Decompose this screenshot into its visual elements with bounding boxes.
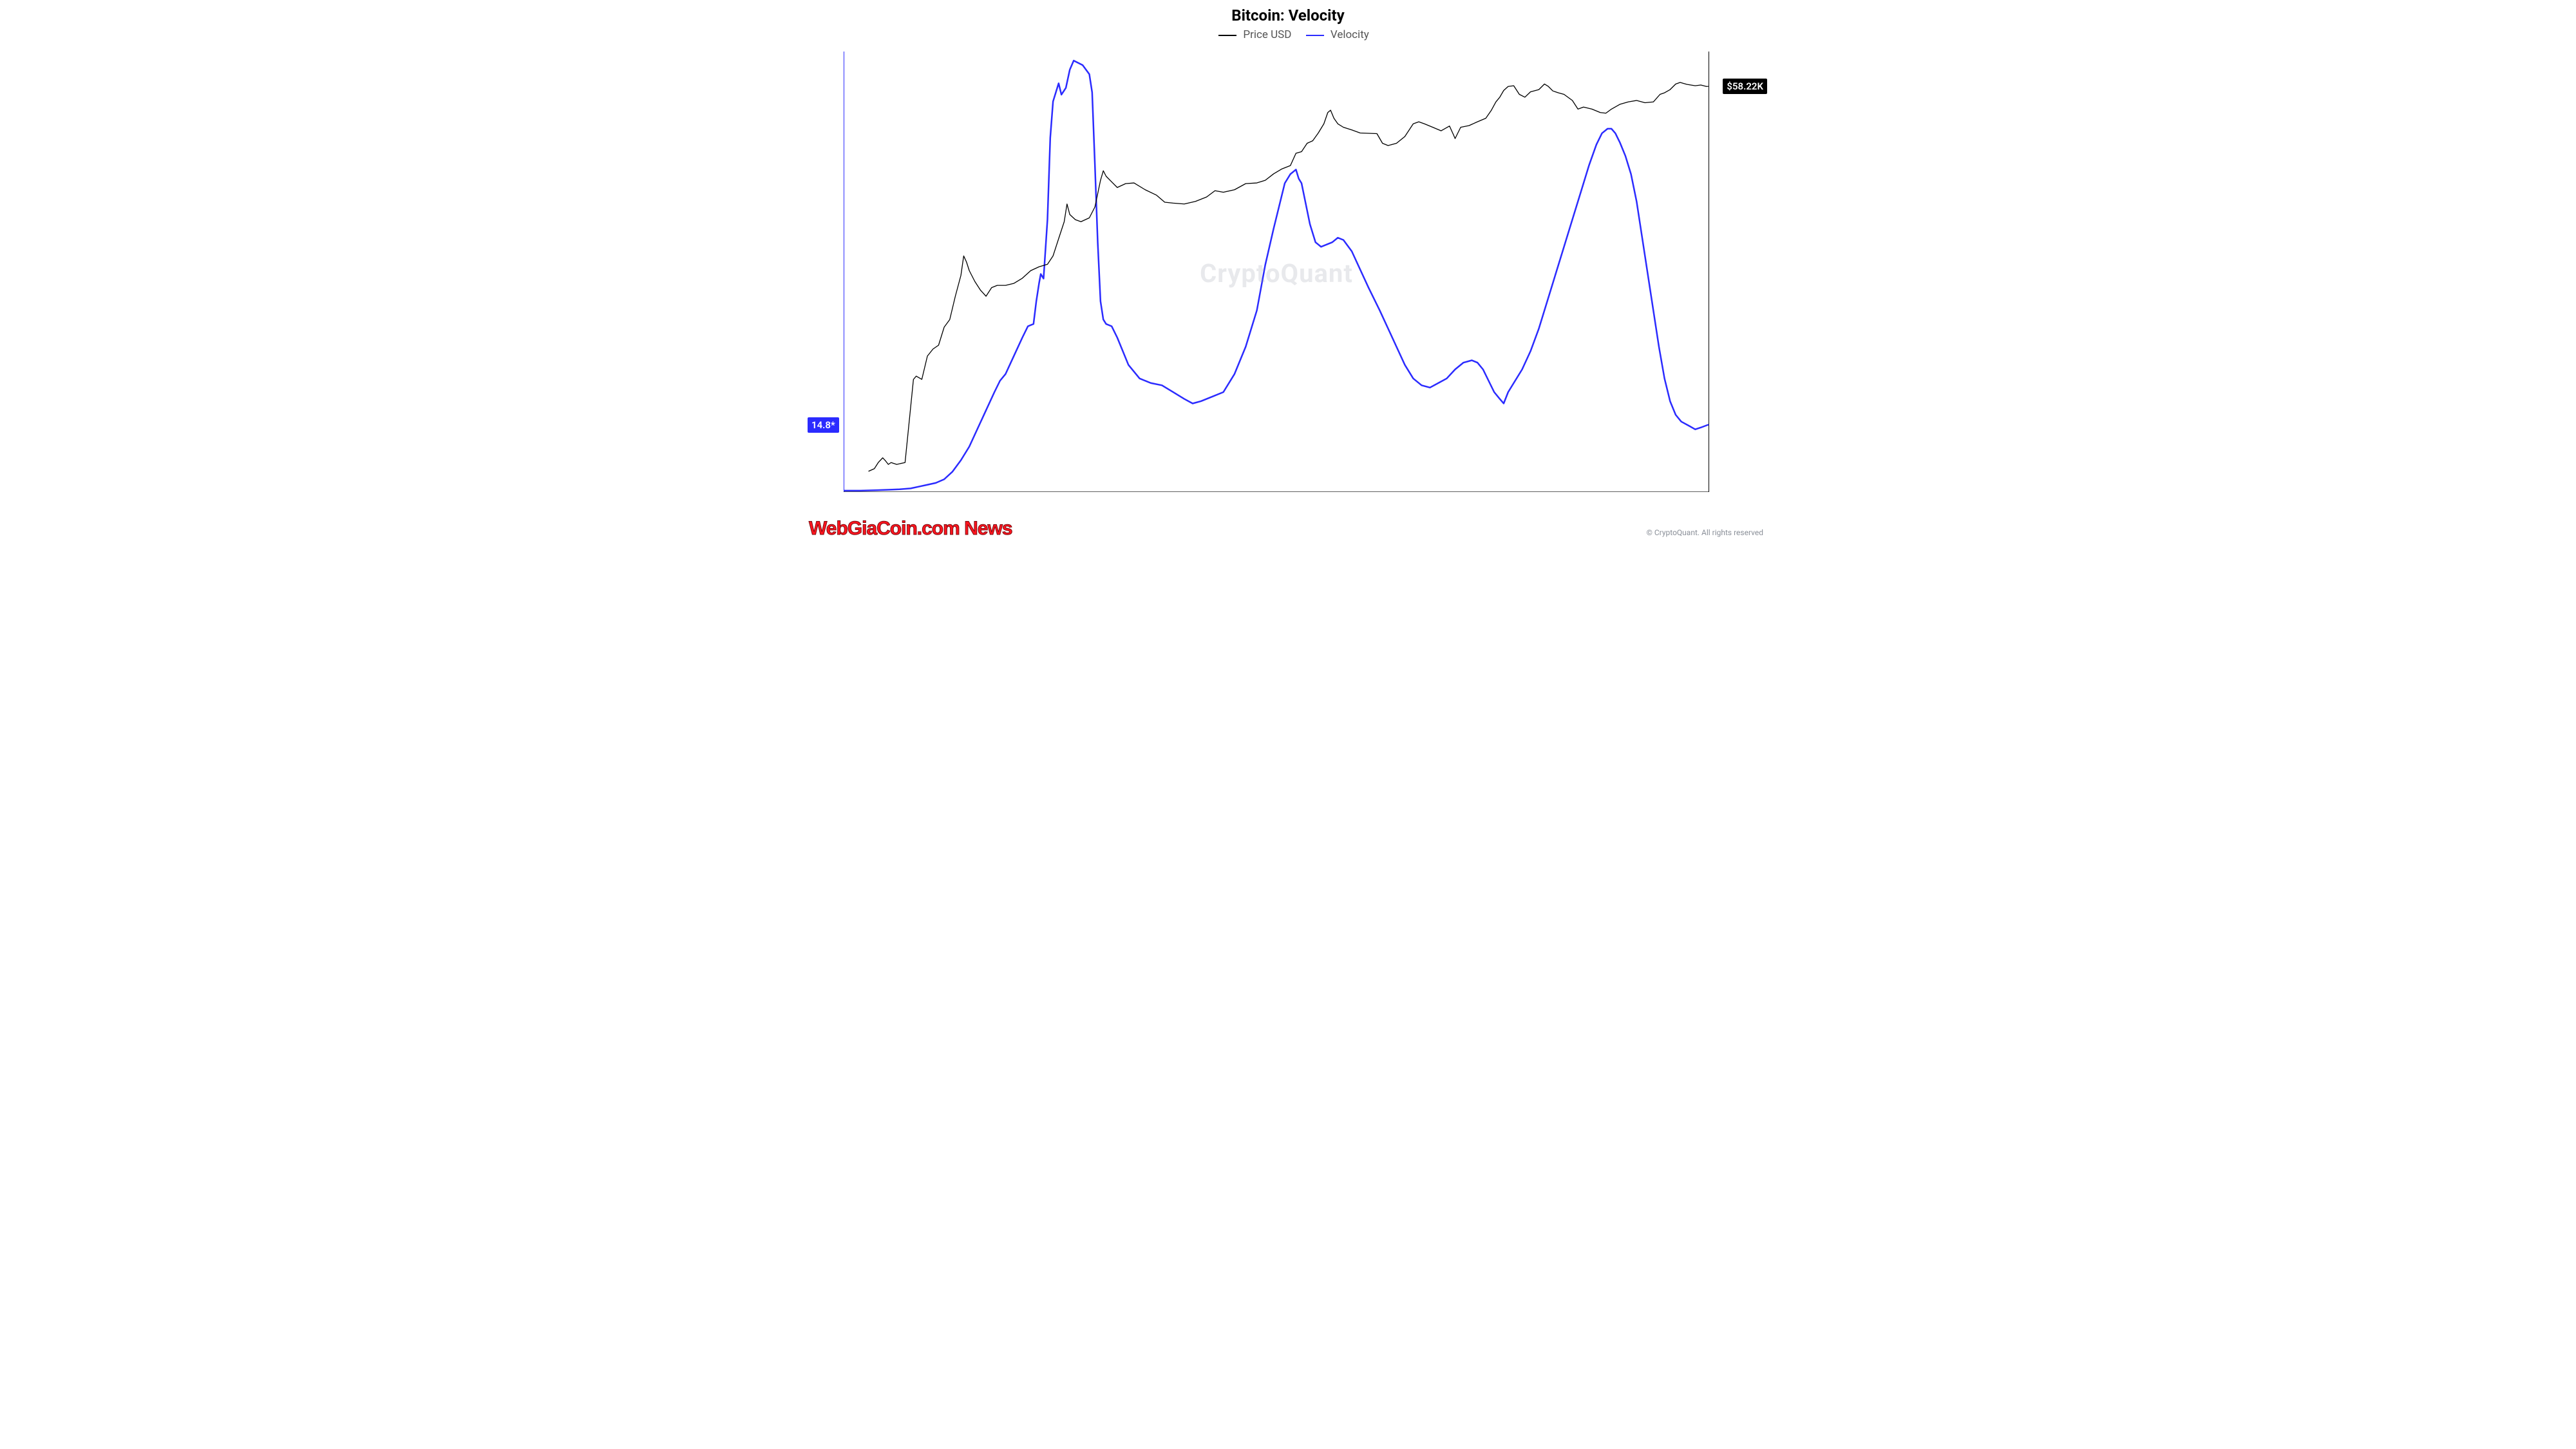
legend-label-price: Price USD — [1243, 28, 1291, 41]
chart-title: Bitcoin: Velocity — [805, 6, 1771, 24]
copyright-text: © CryptoQuant. All rights reserved — [1646, 528, 1763, 537]
y-right-current-tag: $58.22K — [1723, 79, 1767, 94]
legend-swatch-price — [1218, 35, 1236, 36]
y-left-current-tag: 14.8* — [808, 417, 839, 433]
chart-container: Bitcoin: Velocity Price USD Velocity 010… — [805, 0, 1771, 544]
plot-area: 0102030405060708090$0.001$0.01$0.1$1$10$… — [844, 52, 1709, 492]
chart-legend: Price USD Velocity — [805, 28, 1771, 41]
legend-swatch-velocity — [1306, 35, 1324, 36]
legend-label-velocity: Velocity — [1331, 28, 1369, 41]
chart-svg: 0102030405060708090$0.001$0.01$0.1$1$10$… — [844, 52, 1709, 492]
overlay-brand: WebGiaCoin.com News — [809, 518, 1012, 540]
